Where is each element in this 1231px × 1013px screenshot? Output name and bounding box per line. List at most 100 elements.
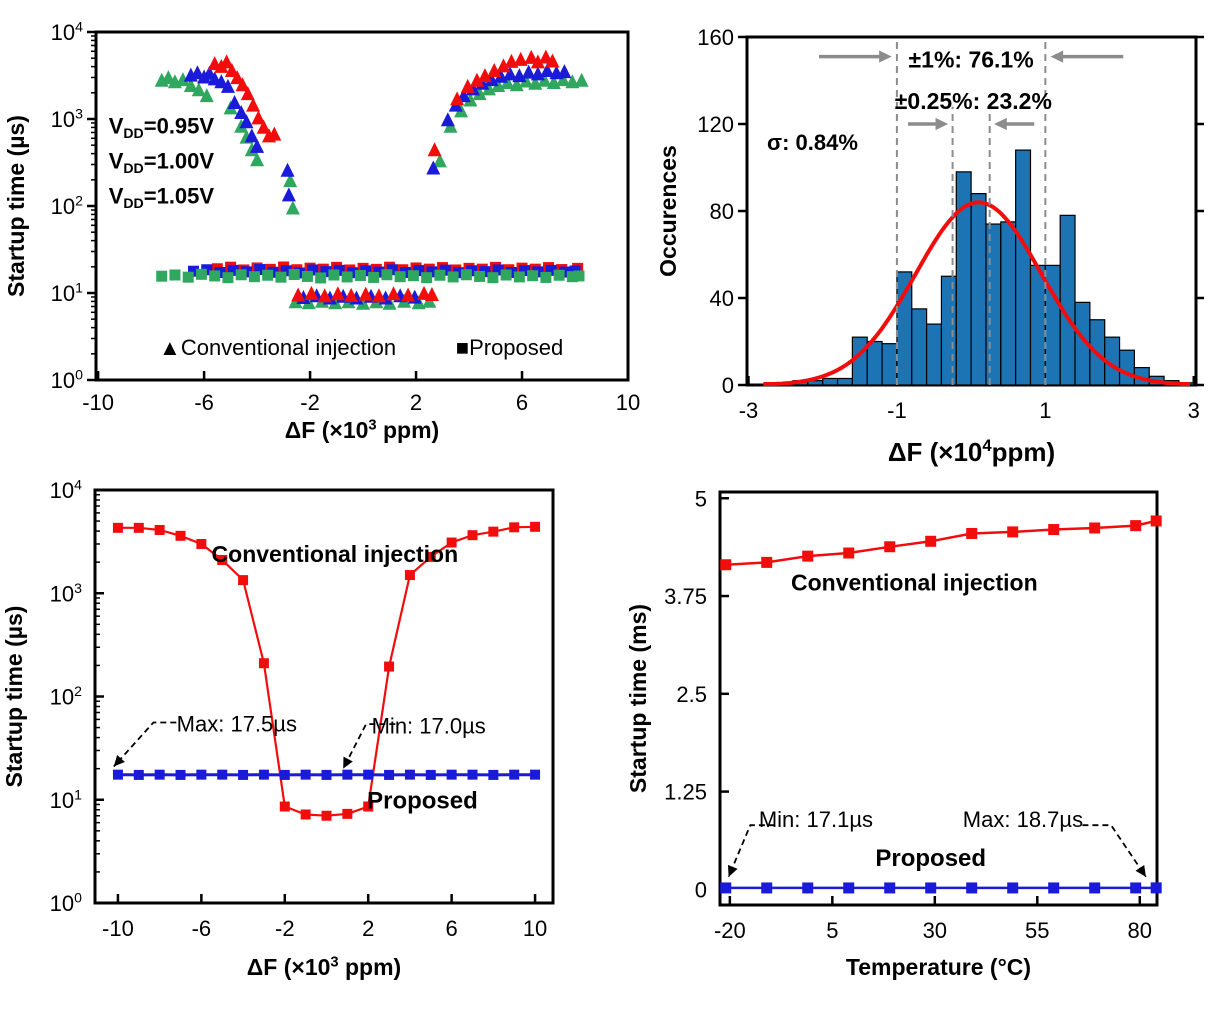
annotation-connector — [113, 721, 177, 768]
square-marker — [500, 269, 512, 281]
square-marker — [288, 269, 300, 281]
y-axis-label: Startup time (µs) — [1, 606, 27, 788]
square-marker — [426, 266, 438, 278]
square-marker — [262, 269, 274, 281]
series-proposed — [720, 882, 1162, 894]
annotation-connector — [727, 824, 775, 878]
y-tick-label: 100 — [51, 367, 83, 393]
square-marker — [217, 554, 228, 565]
square-marker — [802, 550, 814, 562]
x-tick-label: 5 — [826, 918, 838, 943]
panel-startup-vs-temperature: -20 5 30 55 80 0 1.25 2.5 3.75 5 Temperature (°C) S… — [625, 486, 1162, 980]
square-marker — [761, 556, 773, 568]
histogram-bar — [866, 340, 883, 386]
triangle-marker — [371, 288, 386, 303]
square-marker — [195, 268, 207, 280]
triangle-marker — [500, 74, 515, 89]
square-marker — [492, 264, 504, 276]
triangle-marker — [224, 62, 239, 77]
triangle-marker — [450, 91, 465, 106]
series-gaussian-fit — [763, 200, 1191, 386]
triangle-marker — [244, 128, 259, 143]
triangle-marker — [524, 49, 539, 64]
y-axis-label: Startup time (µs) — [3, 115, 29, 297]
triangle-marker — [175, 72, 190, 87]
square-marker — [474, 270, 486, 282]
y-tick-label: 101 — [50, 786, 82, 812]
triangle-marker — [285, 200, 300, 215]
histogram-bar — [851, 336, 868, 386]
triangle-marker — [281, 187, 296, 202]
square-marker — [1089, 522, 1101, 534]
square-marker — [384, 769, 395, 780]
x-axis-label: ΔF (×104ppm) — [888, 436, 1055, 467]
square-marker — [460, 269, 472, 281]
square-marker — [566, 271, 578, 283]
y-tick-label: 3.75 — [664, 584, 707, 609]
triangle-marker — [230, 70, 245, 85]
square-marker — [843, 882, 855, 894]
triangle-marker — [250, 152, 265, 167]
y-tick-label: 80 — [710, 199, 734, 224]
arrowhead-icon — [113, 754, 125, 767]
triangle-marker — [220, 78, 235, 93]
square-marker — [519, 265, 531, 277]
square-marker — [321, 769, 332, 780]
y-axis-label: Startup time (ms) — [625, 604, 651, 793]
y-tick-label: 102 — [51, 193, 83, 219]
x-tick-label: 55 — [1025, 918, 1049, 943]
arrowhead-icon — [1050, 50, 1064, 63]
triangle-marker — [234, 105, 249, 120]
triangle-marker — [545, 53, 560, 68]
square-marker — [238, 769, 249, 780]
x-tick-label: 3 — [1188, 398, 1200, 423]
annotation-text: σ: 0.84% — [767, 130, 858, 155]
annotation-text: Max: 18.7µs — [963, 807, 1083, 832]
annotation-text: Proposed — [875, 845, 986, 872]
triangle-marker — [246, 97, 261, 112]
square-marker — [925, 535, 937, 547]
square-marker — [209, 270, 221, 282]
triangle-marker — [250, 138, 265, 153]
panel-frequency-error-histogram: -3 -1 1 3 0 40 80 120 160 ΔF (×104ppm) Occurences ±… — [655, 25, 1204, 467]
square-marker — [425, 769, 436, 780]
triangle-marker — [239, 114, 254, 129]
series-conventional-injection — [720, 515, 1162, 571]
square-marker — [354, 269, 366, 281]
histogram-bar — [836, 377, 853, 386]
x-tick-label: 80 — [1128, 918, 1152, 943]
y-tick-label: 120 — [697, 112, 734, 137]
triangle-marker — [304, 285, 319, 300]
x-tick-label: 1 — [1039, 398, 1051, 423]
x-tick-label: 6 — [446, 916, 458, 941]
square-marker — [235, 269, 247, 281]
y-tick-label: 1.25 — [664, 780, 707, 805]
triangle-marker — [356, 295, 371, 310]
triangle-marker — [283, 173, 298, 188]
axes: -10 -6 -2 2 6 10 100 101 102 103 104 — [50, 477, 548, 941]
square-marker — [802, 882, 814, 894]
series-proposed — [112, 769, 541, 780]
triangle-marker — [344, 287, 359, 302]
x-tick-label: -10 — [82, 390, 114, 415]
histogram-bar — [1059, 214, 1076, 386]
square-marker — [530, 769, 541, 780]
y-tick-label: 40 — [710, 286, 734, 311]
histogram-bar — [1000, 221, 1017, 386]
plot-frame — [718, 490, 1159, 907]
histogram-bar — [881, 343, 898, 386]
triangle-marker — [477, 68, 492, 83]
square-marker — [434, 269, 446, 281]
triangle-marker — [427, 142, 442, 157]
square-marker — [488, 526, 499, 537]
square-marker — [381, 269, 393, 281]
square-marker — [394, 271, 406, 283]
square-marker — [1130, 520, 1142, 532]
square-marker — [1089, 882, 1101, 894]
square-marker — [966, 527, 978, 539]
y-tick-label: 104 — [51, 19, 83, 45]
square-marker — [222, 272, 234, 284]
triangle-marker — [214, 74, 229, 89]
triangle-marker — [487, 62, 502, 77]
square-marker — [540, 271, 552, 283]
